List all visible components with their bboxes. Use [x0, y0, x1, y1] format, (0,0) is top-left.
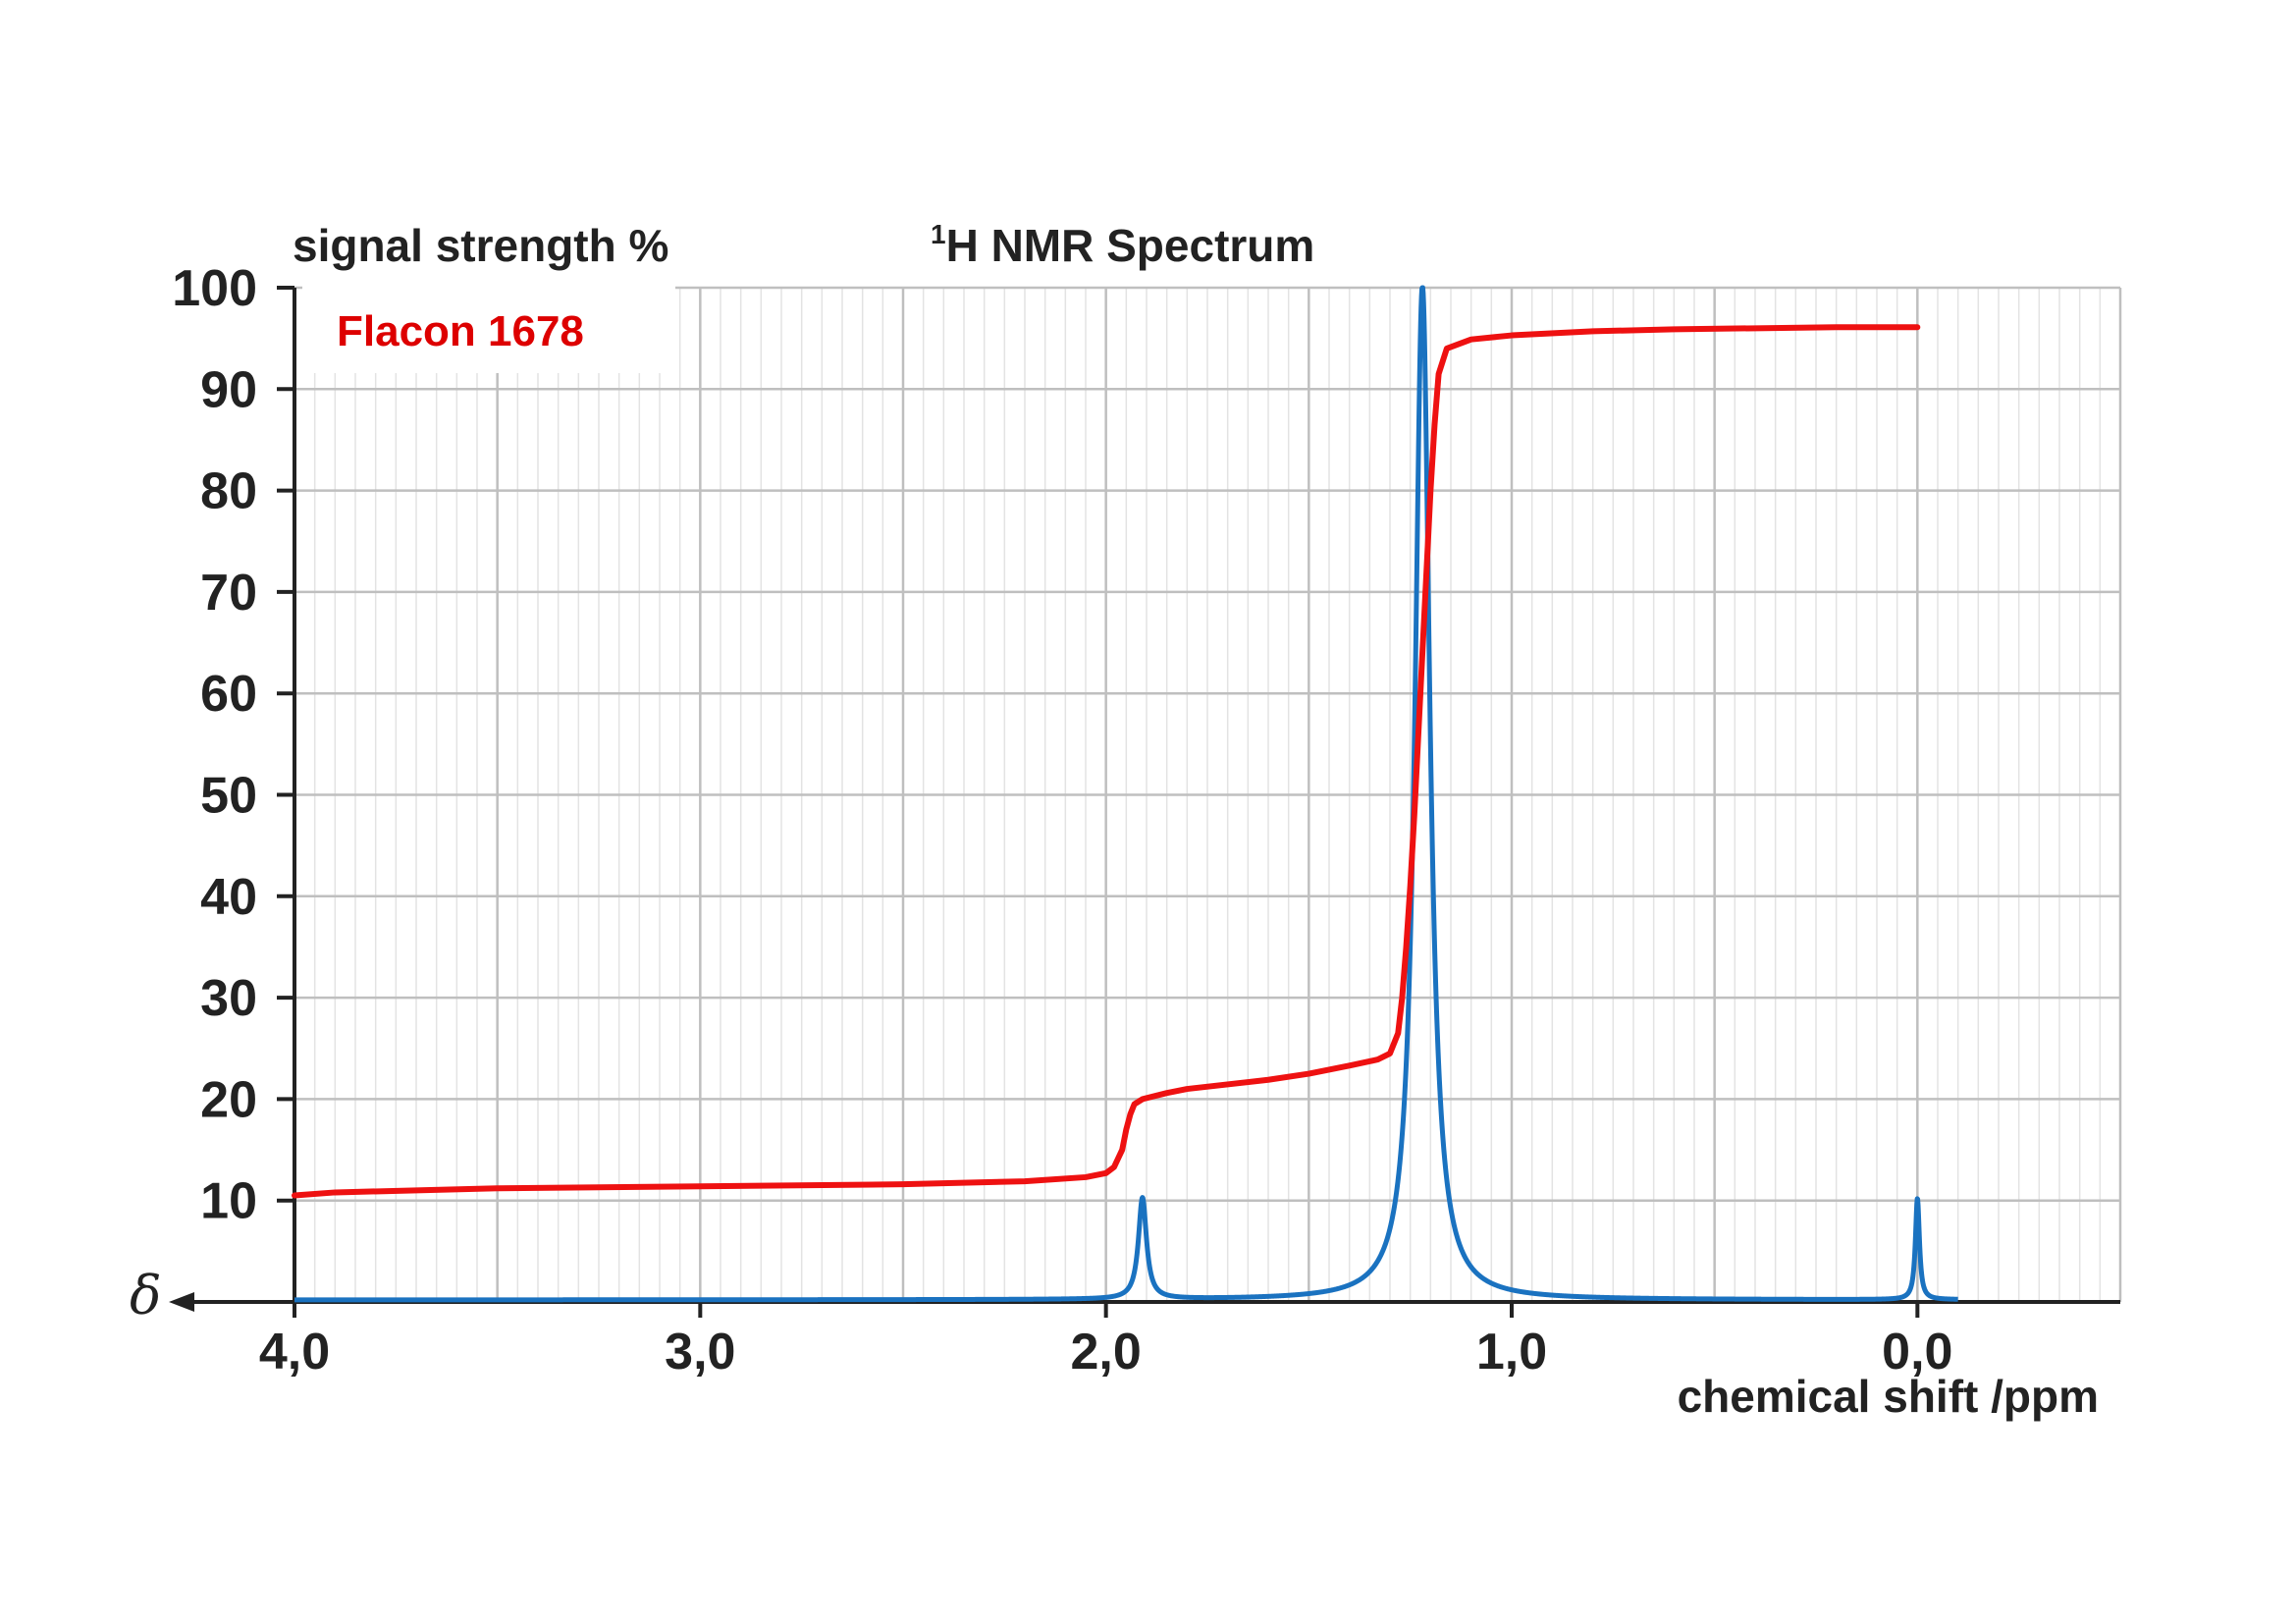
y-tick-label: 90 — [200, 361, 257, 418]
title-superscript: 1 — [931, 219, 946, 249]
x-tick-label: 3,0 — [665, 1324, 735, 1380]
x-tick-label: 2,0 — [1071, 1324, 1142, 1380]
x-axis-label: chemical shift /ppm — [1678, 1371, 2099, 1422]
x-axis-arrowhead — [169, 1292, 194, 1312]
y-tick-label: 100 — [172, 260, 257, 317]
title-text: H NMR Spectrum — [946, 220, 1315, 271]
y-axis-label: signal strength % — [293, 220, 668, 271]
x-tick-label: 4,0 — [259, 1324, 330, 1380]
y-axis — [277, 286, 296, 1302]
y-tick-label: 60 — [200, 666, 257, 723]
y-tick-label: 20 — [200, 1071, 257, 1128]
major-grid — [293, 286, 2122, 1304]
chart-title: 1H NMR Spectrum — [931, 219, 1314, 271]
legend-label: Flacon 1678 — [337, 307, 584, 355]
x-tick-labels: 4,0 3,0 2,0 1,0 0,0 — [259, 1324, 1953, 1380]
y-tick-labels: 10 20 30 40 50 60 70 80 90 100 — [172, 260, 257, 1230]
y-tick-label: 70 — [200, 565, 257, 622]
x-axis — [169, 1292, 2120, 1318]
y-tick-label: 50 — [200, 768, 257, 825]
spectrum-series-line — [292, 285, 1960, 1303]
y-tick-label: 40 — [200, 869, 257, 926]
y-tick-label: 10 — [200, 1173, 257, 1230]
x-tick-label: 0,0 — [1882, 1324, 1952, 1380]
y-tick-label: 80 — [200, 463, 257, 520]
integral-series-line — [292, 324, 1921, 1199]
legend-background — [302, 283, 675, 373]
delta-symbol: δ — [130, 1265, 162, 1326]
y-tick-label: 30 — [200, 970, 257, 1027]
x-tick-label: 1,0 — [1476, 1324, 1547, 1380]
